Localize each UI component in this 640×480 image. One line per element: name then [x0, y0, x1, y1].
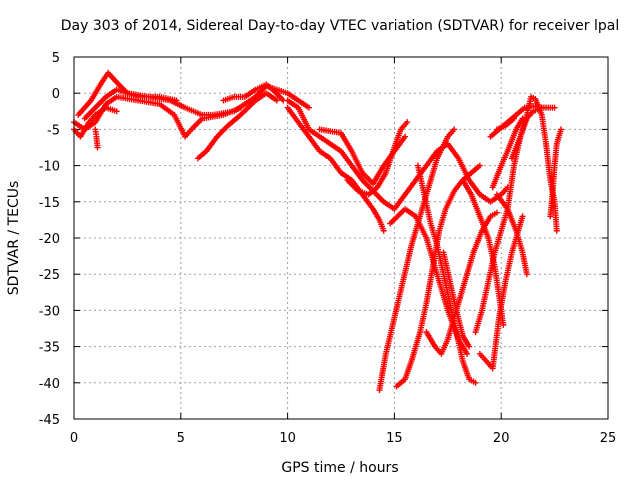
data-point	[553, 227, 560, 234]
y-tick-label: 5	[52, 51, 60, 66]
data-point	[519, 213, 526, 220]
series-track-9	[284, 104, 387, 234]
data-point	[404, 119, 411, 126]
series-track-5	[81, 86, 180, 122]
data-point	[519, 115, 526, 122]
x-tick-label: 15	[386, 431, 403, 446]
y-tick-label: -35	[39, 341, 60, 356]
data-point	[464, 350, 471, 357]
data-point	[558, 126, 565, 133]
series-track-10	[316, 126, 409, 187]
y-tick-label: -15	[39, 196, 60, 211]
series-track-8	[284, 97, 511, 213]
y-tick-label: 0	[52, 87, 60, 102]
data-point	[451, 126, 458, 133]
x-tick-label: 0	[70, 431, 78, 446]
series-track-24	[547, 126, 565, 220]
plot-frame	[73, 56, 609, 420]
y-axis-label: SDTVAR / TECUs	[6, 181, 22, 296]
data-point	[273, 97, 280, 104]
series-track-12	[376, 126, 458, 394]
y-tick-label: -45	[39, 413, 60, 428]
data-point	[551, 104, 558, 111]
x-tick-label: 5	[177, 431, 185, 446]
data-series	[71, 69, 565, 394]
series-track-25	[489, 115, 526, 191]
data-point	[476, 162, 483, 169]
data-point	[493, 209, 500, 216]
data-point	[113, 108, 120, 115]
data-point	[511, 115, 518, 122]
series-track-4	[92, 126, 101, 151]
data-point	[466, 343, 473, 350]
y-tick-label: -30	[39, 304, 60, 319]
y-tick-label: -10	[39, 160, 60, 175]
axis-ticks: 0 5 10 15 20 25 5 0 -5 -10 -15 -20 -25 -30 -35 -40 -45	[39, 51, 617, 446]
series-track-16	[423, 209, 500, 357]
series-track-7	[220, 81, 287, 104]
series-track-6	[194, 90, 280, 162]
y-tick-label: -40	[39, 377, 60, 392]
x-tick-label: 25	[600, 431, 617, 446]
y-tick-label: -25	[39, 268, 60, 283]
x-tick-label: 20	[493, 431, 510, 446]
data-point	[500, 321, 507, 328]
series-track-11	[344, 119, 411, 198]
data-point	[402, 133, 409, 140]
x-tick-label: 10	[279, 431, 296, 446]
data-point	[305, 104, 312, 111]
data-point	[472, 379, 479, 386]
series-track-20	[459, 177, 507, 328]
series-track-18	[440, 249, 473, 350]
y-tick-label: -5	[47, 123, 60, 138]
data-point	[173, 97, 180, 104]
series-track-21	[493, 191, 530, 278]
data-point	[380, 227, 387, 234]
y-tick-label: -20	[39, 232, 60, 247]
chart-title: Day 303 of 2014, Sidereal Day-to-day VTE…	[61, 18, 619, 34]
x-axis-label: GPS time / hours	[281, 460, 398, 476]
data-point	[94, 144, 101, 151]
data-point	[523, 271, 530, 278]
series-track-26	[493, 115, 518, 133]
